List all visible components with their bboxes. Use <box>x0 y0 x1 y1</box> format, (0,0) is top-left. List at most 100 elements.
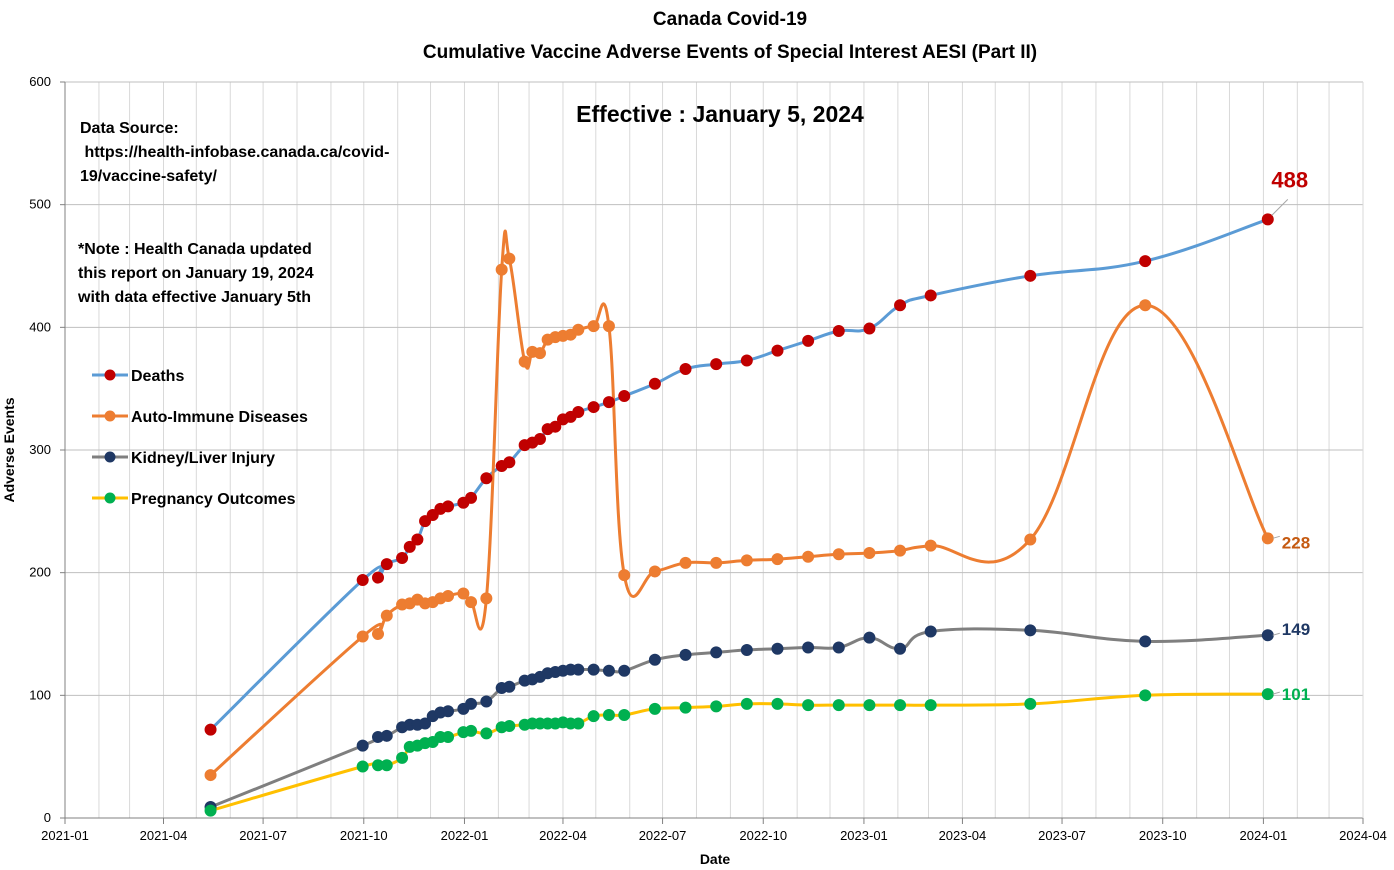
kidney-liver-injury-point <box>442 705 455 718</box>
y-tick-label: 300 <box>29 442 51 457</box>
auto-immune-diseases-point <box>442 589 455 602</box>
kidney-liver-injury-point <box>356 739 369 752</box>
pregnancy-outcomes-point <box>894 699 907 712</box>
data-source-text: Data Source: <box>80 120 179 137</box>
pregnancy-outcomes-point <box>924 699 937 712</box>
y-axis-label: Adverse Events <box>1 397 17 502</box>
pregnancy-outcomes-point <box>802 699 815 712</box>
y-tick-label: 400 <box>29 319 51 334</box>
legend: Deaths Auto-Immune Diseases Kidney/Liver I… <box>92 368 308 508</box>
deaths-point <box>771 344 784 357</box>
kidney-liver-injury-point <box>924 625 937 638</box>
kidney-liver-injury-point <box>503 680 516 693</box>
x-tick-label: 2021-07 <box>239 828 287 843</box>
auto-immune-diseases-point <box>802 550 815 563</box>
pregnancy-outcomes-point <box>465 724 478 737</box>
data-source-text: 19/vaccine-safety/ <box>80 168 218 185</box>
auto-immune-diseases-point <box>710 556 723 569</box>
auto-immune-diseases-point <box>679 556 692 569</box>
pregnancy-outcomes-legend-label: Pregnancy Outcomes <box>131 491 296 508</box>
update-note-text: this report on January 19, 2024 <box>78 265 314 282</box>
kidney-liver-injury-point <box>1139 635 1152 648</box>
kidney-liver-injury-point <box>894 642 907 655</box>
deaths-legend-label: Deaths <box>131 368 184 385</box>
grid <box>64 81 1364 819</box>
deaths-point <box>710 358 723 371</box>
pregnancy-outcomes-line <box>210 692 1268 813</box>
auto-immune-diseases-legend-marker <box>104 410 116 422</box>
auto-immune-diseases-point <box>503 252 516 265</box>
auto-immune-diseases-point <box>771 553 784 566</box>
deaths-point <box>380 558 393 571</box>
x-tick-label: 2023-01 <box>840 828 888 843</box>
auto-immune-diseases-line <box>209 229 1270 777</box>
deaths-point <box>396 551 409 564</box>
deaths-point <box>411 533 424 546</box>
kidney-liver-injury-point <box>480 695 493 708</box>
kidney-liver-injury-point <box>679 648 692 661</box>
pregnancy-outcomes-point <box>679 701 692 714</box>
auto-immune-diseases-end-label: 228 <box>1282 533 1310 552</box>
kidney-liver-injury-point <box>863 631 876 644</box>
kidney-liver-injury-point <box>1024 624 1037 637</box>
kidney-liver-injury-point <box>419 717 432 730</box>
deaths-end-label: 488 <box>1271 167 1308 192</box>
kidney-liver-injury-point <box>380 729 393 742</box>
kidney-liver-injury-line <box>210 627 1268 809</box>
deaths-point <box>832 325 845 338</box>
deaths-point <box>679 363 692 376</box>
auto-immune-diseases-legend-label: Auto-Immune Diseases <box>131 409 308 426</box>
deaths-point <box>587 401 600 414</box>
kidney-liver-injury-point <box>572 663 585 676</box>
x-tick-label: 2022-04 <box>539 828 587 843</box>
deaths-point <box>1139 255 1152 268</box>
deaths-point <box>602 396 615 409</box>
auto-immune-diseases-point <box>457 587 470 600</box>
kidney-liver-injury-point <box>710 646 723 659</box>
kidney-liver-injury-end-leader <box>1272 632 1280 636</box>
markers <box>204 213 1274 817</box>
x-tick-label: 2022-01 <box>441 828 489 843</box>
auto-immune-diseases-point <box>465 596 478 609</box>
auto-immune-diseases-point <box>740 554 753 567</box>
annotations: 488 228 149 101 Data Source: https://health-… <box>77 120 1310 704</box>
deaths-point <box>356 574 369 587</box>
pregnancy-outcomes-point <box>1024 697 1037 710</box>
deaths-point <box>204 723 217 736</box>
pregnancy-outcomes-point <box>602 708 615 721</box>
kidney-liver-injury-point <box>618 664 631 677</box>
auto-immune-diseases-point <box>894 544 907 557</box>
auto-immune-diseases-point <box>602 320 615 333</box>
deaths-point <box>549 420 562 433</box>
y-tick-label: 100 <box>29 687 51 702</box>
axes: 0 100 200 300 400 500 600 2021-01 2021-04 2021-07… <box>29 74 1387 843</box>
deaths-point <box>442 500 455 513</box>
kidney-liver-injury-point <box>802 641 815 654</box>
deaths-point <box>372 571 385 584</box>
series <box>209 217 1270 813</box>
deaths-point <box>648 377 661 390</box>
kidney-liver-injury-point <box>587 663 600 676</box>
pregnancy-outcomes-point <box>480 727 493 740</box>
x-tick-label: 2021-10 <box>340 828 388 843</box>
pregnancy-outcomes-point <box>442 731 455 744</box>
x-axis-label: Date <box>700 851 731 867</box>
kidney-liver-injury-point <box>602 664 615 677</box>
deaths-point <box>403 540 416 553</box>
pregnancy-outcomes-end-label: 101 <box>1282 685 1310 704</box>
x-tick-label: 2021-04 <box>140 828 188 843</box>
kidney-liver-injury-point <box>740 643 753 656</box>
x-tick-label: 2023-10 <box>1139 828 1187 843</box>
deaths-point <box>802 334 815 347</box>
auto-immune-diseases-point <box>1139 299 1152 312</box>
x-tick-label: 2023-07 <box>1038 828 1086 843</box>
x-tick-label: 2024-01 <box>1240 828 1288 843</box>
deaths-point <box>618 390 631 403</box>
deaths-point <box>740 354 753 367</box>
auto-immune-diseases-end-leader <box>1272 535 1280 539</box>
pregnancy-outcomes-point <box>396 751 409 764</box>
auto-immune-diseases-point <box>1261 532 1274 545</box>
auto-immune-diseases-point <box>618 569 631 582</box>
chart-title: Canada Covid-19 <box>653 9 807 30</box>
